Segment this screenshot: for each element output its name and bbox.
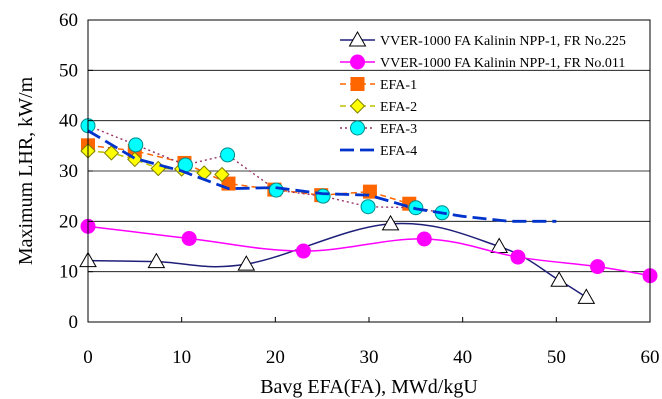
- legend-label-4: EFA-3: [380, 122, 417, 137]
- data-point-3-1: [103, 145, 120, 161]
- y-tick-label-0: 0: [69, 312, 79, 333]
- legend-swatch-marker-1: [350, 54, 365, 70]
- y-tick-label-4: 40: [59, 111, 78, 132]
- series-3: [80, 143, 230, 183]
- x-tick-label-0: 0: [83, 347, 93, 368]
- data-point-4-3: [220, 147, 236, 163]
- legend-label-2: EFA-1: [380, 78, 417, 93]
- data-point-1-3: [416, 231, 432, 247]
- legend: VVER-1000 FA Kalinin NPP-1, FR No.225 VVE…: [340, 30, 626, 159]
- x-tick-label-6: 60: [641, 347, 660, 368]
- legend-entry-5: EFA-4: [340, 144, 417, 159]
- x-axis-title: Bavg EFA(FA), MWd/kgU: [260, 376, 478, 398]
- legend-entry-2: EFA-1: [340, 77, 417, 93]
- data-point-0-1: [147, 252, 166, 269]
- data-point-0-2: [237, 255, 256, 271]
- series-layer: [79, 118, 658, 304]
- data-point-0-6: [577, 288, 596, 304]
- y-tick-label-2: 20: [59, 211, 78, 232]
- legend-label-3: EFA-2: [380, 100, 417, 115]
- data-point-1-2: [295, 243, 311, 259]
- legend-entry-4: EFA-3: [340, 120, 417, 137]
- y-axis-title: Maximum LHR, kW/m: [15, 76, 37, 265]
- data-point-1-4: [510, 249, 526, 265]
- legend-entry-0: VVER-1000 FA Kalinin NPP-1, FR No.225: [340, 30, 626, 49]
- legend-label-0: VVER-1000 FA Kalinin NPP-1, FR No.225: [380, 34, 626, 49]
- data-point-3-6: [214, 166, 230, 183]
- series-1: [80, 218, 658, 284]
- data-point-1-1: [181, 230, 197, 246]
- x-tick-label-1: 10: [172, 347, 191, 368]
- ticks: 0 10 20 30 40 50 60 0 10 20 30 40 50 60: [59, 10, 660, 368]
- data-point-1-5: [590, 259, 606, 275]
- x-tick-label-4: 40: [453, 347, 472, 368]
- legend-swatch-marker-4: [350, 120, 365, 136]
- legend-swatch-marker-0: [348, 30, 367, 47]
- x-tick-label-3: 30: [360, 347, 379, 368]
- legend-swatch-marker-3: [349, 98, 366, 114]
- y-tick-label-1: 10: [59, 262, 78, 283]
- legend-entry-3: EFA-2: [340, 98, 417, 115]
- legend-label-1: VVER-1000 FA Kalinin NPP-1, FR No.011: [380, 56, 625, 71]
- legend-swatch-marker-2: [350, 77, 365, 91]
- y-tick-label-6: 60: [59, 10, 78, 31]
- series-line-5: [87, 129, 557, 223]
- legend-label-5: EFA-4: [380, 144, 417, 159]
- series-line-2: [87, 144, 410, 205]
- y-tick-label-5: 50: [59, 60, 78, 81]
- legend-entry-1: VVER-1000 FA Kalinin NPP-1, FR No.011: [340, 54, 625, 71]
- data-point-4-6: [360, 199, 376, 215]
- x-tick-label-2: 20: [266, 347, 285, 368]
- x-tick-label-5: 50: [547, 347, 566, 368]
- data-point-4-5: [315, 188, 331, 204]
- data-point-0-5: [550, 271, 569, 287]
- data-point-4-4: [268, 182, 284, 198]
- series-5: [87, 129, 557, 223]
- series-0: [79, 214, 596, 304]
- data-point-0-3: [381, 214, 400, 231]
- y-tick-label-3: 30: [59, 161, 78, 182]
- data-point-4-1: [128, 137, 144, 153]
